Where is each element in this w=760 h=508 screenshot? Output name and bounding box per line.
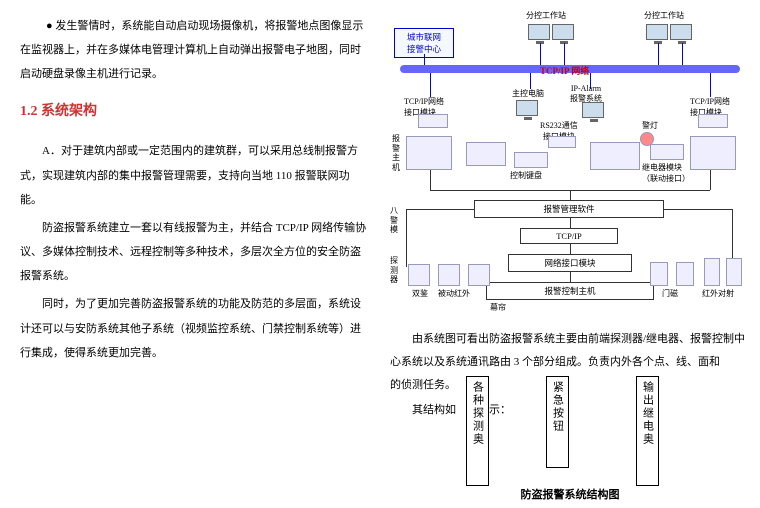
conn-line — [406, 209, 407, 267]
para-c: 同时，为了更加完善防盗报警系统的功能及防范的多层面，系统设计还可以与安防系统其他… — [20, 292, 370, 365]
net-link — [530, 73, 531, 89]
right-column: 分控工作站 分控工作站 城市联网 接警中心 TCP/IP 网络 主控电脑 IP-… — [380, 0, 760, 508]
sensor-icon — [408, 264, 430, 286]
label-module-8: 八 警 模 — [390, 206, 398, 235]
label-main-pc: 主控电脑 — [512, 88, 544, 99]
conn-line — [570, 190, 571, 200]
keyboard-icon — [514, 152, 548, 168]
alarm-host-icon — [690, 136, 736, 170]
box-netmod: 网络接口模块 — [508, 254, 632, 272]
box-host: 报警控制主机 — [486, 282, 654, 300]
dev-label: 红外对射 — [702, 288, 734, 299]
right-para-1: 由系统图可看出防盗报警系统主要由前端探测器/继电器、报警控制中心系统以及系统通讯… — [390, 328, 750, 397]
heading-arch: 1.2 系统架构 — [20, 97, 370, 128]
sensor-icon — [650, 262, 668, 286]
conn-line — [430, 170, 431, 190]
conn-line — [570, 244, 571, 254]
dev-label: 幕帘 — [490, 302, 506, 313]
tcp-label: TCP/IP 网络 — [540, 64, 589, 77]
network-diagram: 分控工作站 分控工作站 城市联网 接警中心 TCP/IP 网络 主控电脑 IP-… — [390, 6, 750, 326]
pc-icon — [552, 24, 574, 40]
sensor-icon — [704, 258, 720, 286]
module-icon — [548, 136, 576, 148]
net-link — [682, 43, 683, 65]
conn-line — [664, 209, 732, 210]
net-link — [658, 43, 659, 65]
net-link — [430, 73, 431, 97]
vert-box-b: 紧急按钮 — [546, 376, 569, 468]
diagram-caption: 防盗报警系统结构图 — [380, 486, 760, 502]
label-relay: 继电器模块 （联动接口） — [642, 162, 690, 184]
net-link — [710, 73, 711, 97]
pc-icon — [670, 24, 692, 40]
sensor-icon — [438, 264, 460, 286]
module-icon — [418, 114, 448, 128]
conn-line — [570, 272, 571, 282]
pc-icon — [516, 100, 538, 116]
pc-icon — [528, 24, 550, 40]
para-alarm: ● 发生警情时，系统能自动启动现场摄像机，将报警地点图像显示在监视器上，并在多媒… — [20, 14, 370, 87]
net-link — [540, 43, 541, 65]
label-keyboard: 控制键盘 — [510, 170, 542, 181]
label-workstation-left: 分控工作站 — [526, 10, 566, 21]
para-alarm-text: ● 发生警情时，系统能自动启动现场摄像机，将报警地点图像显示在监视器上，并在多媒… — [20, 20, 363, 80]
module-icon — [698, 114, 728, 128]
para-b: 防盗报警系统建立一套以有线报警为主，并结合 TCP/IP 网络传输协议、多媒体控… — [20, 216, 370, 289]
device-icon — [590, 142, 640, 170]
sensor-icon — [468, 264, 490, 286]
alarm-host-icon — [406, 136, 452, 170]
label-ipalarm: IP-Alarm 报警系统 — [570, 84, 602, 104]
box-tcpip: TCP/IP — [520, 228, 618, 244]
dev-label: 门磁 — [662, 288, 678, 299]
sensor-icon — [726, 258, 742, 286]
conn-line — [710, 170, 711, 190]
left-column: ● 发生警情时，系统能自动启动现场摄像机，将报警地点图像显示在监视器上，并在多媒… — [0, 0, 380, 508]
dev-label: 被动红外 — [438, 288, 470, 299]
conn-line — [406, 209, 474, 210]
net-link — [564, 43, 565, 65]
vert-box-c: 输出继电奥 — [636, 376, 659, 486]
relay-icon — [650, 144, 684, 160]
pc-icon — [646, 24, 668, 40]
dev-label: 双鉴 — [412, 288, 428, 299]
label-detector: 探 测 器 — [390, 256, 398, 285]
para-a: A．对于建筑内部或一定范围内的建筑群，可以采用总线制报警方式，实现建筑内部的集中… — [20, 139, 370, 212]
device-icon — [466, 142, 506, 166]
label-jingdeng: 警灯 — [642, 120, 658, 131]
vert-box-a: 各种探测奥 — [466, 376, 489, 486]
right-para-2: 其结构如 示： — [390, 399, 750, 422]
conn-line — [570, 218, 571, 228]
label-baojing: 报 警 主 机 — [392, 134, 400, 172]
pc-icon — [582, 102, 604, 118]
sensor-icon — [676, 262, 694, 286]
box-software: 报警管理软件 — [474, 200, 664, 218]
label-workstation-right: 分控工作站 — [644, 10, 684, 21]
